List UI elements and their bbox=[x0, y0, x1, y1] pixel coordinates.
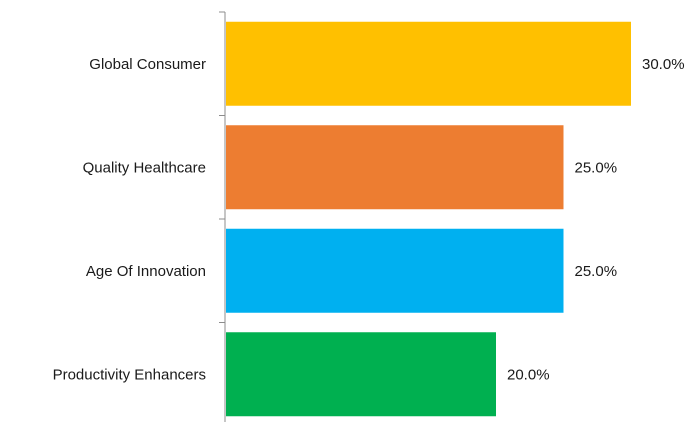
bar-productivity-enhancers bbox=[226, 332, 496, 417]
bar-quality-healthcare bbox=[226, 125, 564, 210]
bar-age-of-innovation bbox=[226, 228, 564, 313]
bar-series bbox=[226, 21, 631, 417]
category-axis-ticks bbox=[219, 11, 225, 427]
category-label: Global Consumer bbox=[89, 56, 206, 73]
category-label: Age Of Innovation bbox=[86, 263, 206, 280]
data-label: 25.0% bbox=[575, 159, 618, 176]
category-label: Productivity Enhancers bbox=[53, 366, 206, 383]
category-label: Quality Healthcare bbox=[83, 159, 206, 176]
data-label: 25.0% bbox=[575, 263, 618, 280]
data-labels: 30.0% 25.0% 25.0% 20.0% bbox=[507, 56, 685, 384]
category-tick-labels: Global Consumer Quality Healthcare Age Of … bbox=[53, 56, 206, 384]
bar-global-consumer bbox=[226, 21, 631, 106]
data-label: 30.0% bbox=[642, 56, 685, 73]
data-label: 20.0% bbox=[507, 366, 550, 383]
